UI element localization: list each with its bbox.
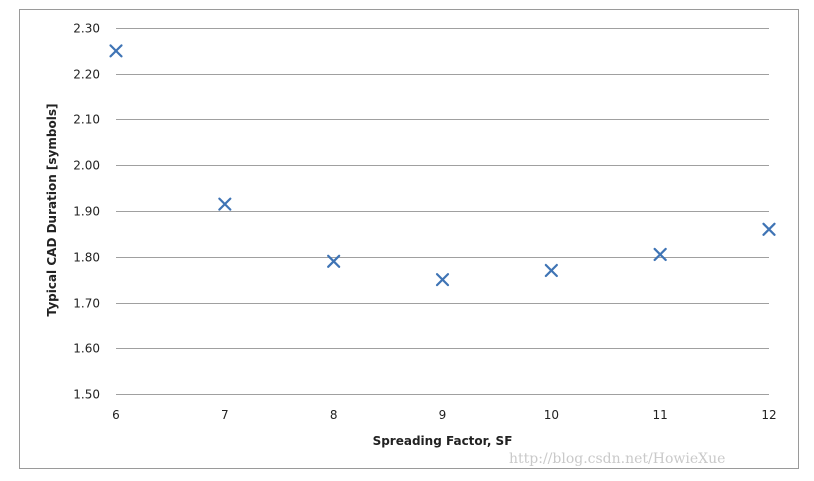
chart-frame (19, 9, 799, 469)
x-tick-label: 7 (221, 408, 229, 422)
y-tick-label: 1.90 (73, 205, 100, 219)
y-tick-label: 1.50 (73, 388, 100, 402)
x-tick-label: 6 (112, 408, 120, 422)
y-tick-label: 1.80 (73, 251, 100, 265)
y-tick-label: 2.20 (73, 68, 100, 82)
data-point (218, 197, 232, 211)
y-axis-title: Typical CAD Duration [symbols] (45, 104, 59, 317)
data-point (762, 222, 776, 236)
x-tick-label: 11 (653, 408, 668, 422)
y-tick-labels: 1.50 1.60 1.70 1.80 1.90 2.00 2.10 2.20 2.30 (73, 22, 100, 402)
data-point (544, 263, 558, 278)
y-tick-label: 1.70 (73, 297, 100, 311)
x-tick-label: 9 (439, 408, 447, 422)
grid-lines (116, 28, 769, 395)
data-point (327, 254, 341, 268)
x-tick-label: 12 (761, 408, 776, 422)
data-point (109, 44, 123, 58)
x-tick-labels: 6 7 8 9 10 11 12 (112, 408, 776, 422)
y-tick-label: 2.10 (73, 113, 100, 127)
data-point (435, 273, 450, 287)
y-tick-label: 1.60 (73, 342, 100, 356)
x-tick-label: 10 (544, 408, 559, 422)
watermark-text: http://blog.csdn.net/HowieXue (509, 451, 726, 467)
data-point (653, 247, 667, 262)
data-points (109, 44, 776, 287)
x-axis-title: Spreading Factor, SF (373, 434, 513, 448)
y-tick-label: 2.30 (73, 22, 100, 36)
x-tick-label: 8 (330, 408, 338, 422)
y-tick-label: 2.00 (73, 159, 100, 173)
